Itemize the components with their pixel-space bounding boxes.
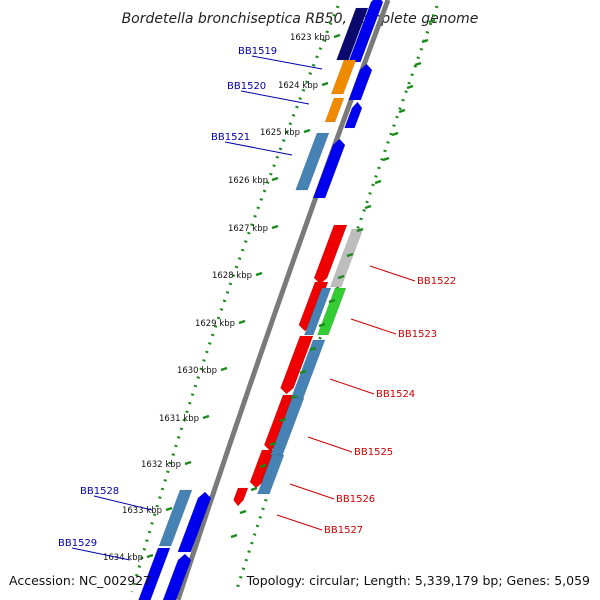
gene-callout-line [276, 514, 323, 531]
forward-gene-bar [344, 101, 363, 129]
gene-callout-line [71, 547, 131, 561]
kbp-tick-mark [303, 128, 311, 134]
outer-tick-mark [398, 108, 406, 114]
forward-gene-bar [177, 491, 212, 553]
outer-tick-mark [337, 274, 345, 280]
kbp-tick-mark [165, 506, 173, 512]
gene-callout-line [369, 265, 416, 282]
reverse-gene-bar [280, 335, 314, 395]
gene-label-left: BB1529 [58, 538, 97, 549]
kbp-scale-label: 1634 kbp [103, 553, 143, 563]
gene-label-left: BB1521 [211, 132, 250, 143]
outer-tick-mark [269, 441, 277, 447]
kbp-scale-label: 1626 kbp [228, 176, 268, 186]
gene-callouts: BB1519 BB1520 BB1521 BB1528 BB1529 BB1522 BB15… [58, 46, 456, 561]
gene-callout-line [307, 436, 353, 453]
kbp-scale-label: 1627 kbp [228, 224, 268, 234]
outer-tick-mark [290, 394, 298, 400]
outer-tick-mark [391, 131, 399, 137]
outer-tick-mark [428, 18, 436, 24]
reverse-gene-bar [313, 224, 348, 285]
inner-tick-line [130, 5, 340, 593]
outer-tick-mark [421, 38, 429, 44]
gene-callout-line [251, 55, 323, 70]
outer-tick-mark [346, 252, 354, 258]
genome-stats-label: Topology: circular; Length: 5,339,179 bp… [246, 573, 590, 588]
outer-tick-mark [328, 298, 336, 304]
gene-callout-line [289, 483, 335, 500]
outer-tick-mark [406, 84, 414, 90]
map-title: Bordetella bronchiseptica RB50, complete… [122, 11, 479, 27]
steel-blue-feature-bar [158, 489, 193, 547]
kbp-tick-mark [238, 319, 246, 325]
gene-label-right: BB1524 [376, 389, 415, 400]
outer-tick-mark [374, 179, 382, 185]
kbp-tick-mark [146, 553, 154, 559]
kbp-tick-mark [333, 33, 341, 39]
outer-tick-mark [279, 417, 287, 423]
outer-tick-mark [259, 463, 267, 469]
gene-callout-line [93, 495, 153, 511]
gene-label-right: BB1525 [354, 447, 393, 458]
gene-label-right: BB1522 [417, 276, 456, 287]
outer-tick-mark [299, 369, 307, 375]
gene-features [138, 0, 384, 600]
kbp-scale-label: 1629 kbp [195, 319, 235, 329]
forward-gene-bar [348, 63, 373, 101]
steel-blue-feature-bar [257, 454, 285, 495]
gene-label-left: BB1528 [80, 486, 119, 497]
forward-gene-bar [348, 0, 384, 63]
steel-blue-feature-bar [295, 132, 330, 191]
gene-callout-line [240, 90, 310, 105]
gene-callout-line [224, 141, 293, 156]
kbp-ticks: 1623 kbp 1624 kbp 1625 kbp 1626 kbp 1627 kbp… [103, 18, 436, 563]
gene-label-left: BB1520 [227, 81, 266, 92]
kbp-scale-label: 1633 kbp [122, 506, 162, 516]
orange-feature-bar [324, 97, 345, 123]
kbp-scale-label: 1630 kbp [177, 366, 217, 376]
outer-tick-mark [356, 227, 364, 233]
kbp-tick-mark [271, 224, 279, 230]
outer-tick-mark [364, 204, 372, 210]
gene-callout-line [329, 378, 375, 395]
kbp-scale-label: 1625 kbp [260, 128, 300, 138]
gene-callout-line [350, 318, 397, 335]
outer-tick-mark [318, 322, 326, 328]
gene-label-right: BB1526 [336, 494, 375, 505]
kbp-scale-label: 1632 kbp [141, 460, 181, 470]
outer-tick-mark [239, 509, 247, 515]
outer-tick-mark [230, 533, 238, 539]
kbp-tick-mark [184, 460, 192, 466]
gene-label-right: BB1523 [398, 329, 437, 340]
outer-tick-mark [382, 156, 390, 162]
kbp-tick-mark [220, 366, 228, 372]
forward-gene-bar [162, 553, 192, 600]
steel-blue-feature-bar [304, 287, 332, 336]
outer-tick-mark [309, 346, 317, 352]
forward-gene-bar [138, 547, 171, 600]
forward-gene-bar [312, 138, 346, 199]
gene-label-right: BB1527 [324, 525, 363, 536]
accession-label: Accession: NC_002927 [9, 573, 152, 588]
kbp-tick-mark [271, 176, 279, 182]
kbp-scale-label: 1631 kbp [159, 414, 199, 424]
gene-label-left: BB1519 [238, 46, 277, 57]
kbp-scale-label: 1624 kbp [278, 81, 318, 91]
kbp-tick-mark [321, 81, 329, 87]
kbp-tick-mark [255, 271, 263, 277]
orange-feature-bar [330, 59, 357, 95]
kbp-scale-label: 1623 kbp [290, 33, 330, 43]
kbp-tick-mark [202, 414, 210, 420]
reverse-gene-bar [233, 487, 249, 507]
outer-tick-mark [414, 61, 422, 67]
kbp-scale-label: 1628 kbp [212, 271, 252, 281]
outer-tick-mark [250, 486, 258, 492]
